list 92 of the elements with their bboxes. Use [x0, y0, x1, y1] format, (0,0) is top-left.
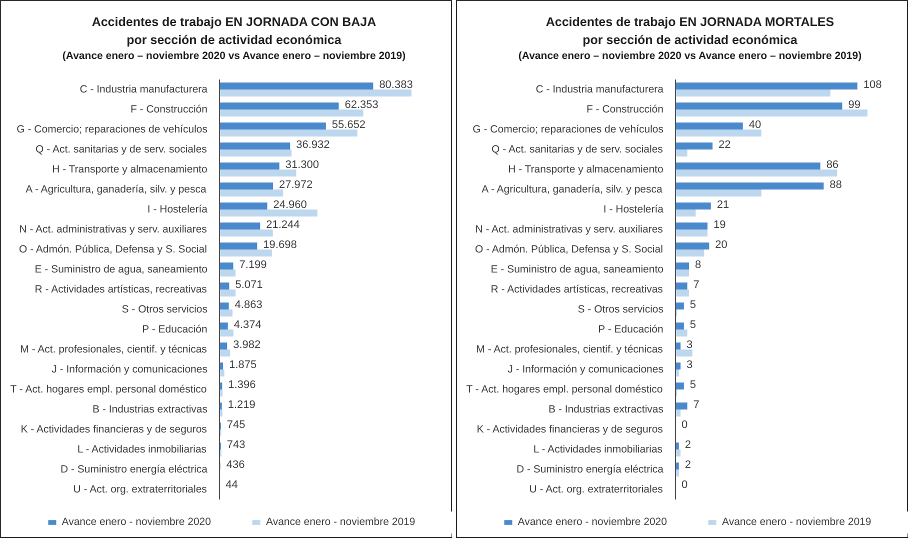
data-label: 7.199	[239, 259, 267, 272]
data-label: 21.244	[266, 219, 300, 232]
data-label: 19.698	[263, 239, 297, 252]
y-tick-label: I - Hostelería	[603, 204, 664, 216]
data-label: 5.071	[235, 279, 263, 292]
y-tick-label: H - Transporte y almacenamiento	[52, 164, 208, 176]
legend-label: Avance enero - noviembre 2019	[266, 516, 416, 528]
y-tick-label: R - Actividades artísticas, recreativas	[34, 284, 207, 296]
data-label: 2	[684, 459, 691, 472]
y-tick-label: S - Otros servicios	[578, 304, 664, 316]
y-tick-label: T - Act. hogares empl. personal doméstico	[10, 384, 207, 396]
data-label: 4.374	[234, 319, 262, 332]
data-label: 24.960	[273, 199, 307, 212]
data-label: 3	[686, 359, 693, 372]
y-tick-label: M - Act. profesionales, cientif. y técnicas	[20, 344, 207, 356]
y-tick-label: C - Industria manufacturera	[80, 84, 208, 96]
y-tick-label: N - Act. administrativas y serv. auxiliares	[19, 224, 207, 236]
y-tick-label: H - Transporte y almacenamiento	[508, 164, 664, 176]
y-tick-label: R - Actividades artísticas, recreativas	[490, 284, 663, 296]
data-label: 4.863	[234, 299, 262, 312]
y-tick-label: A - Agricultura, ganadería, silv. y pesca	[26, 184, 206, 196]
y-tick-label: L - Actividades inmobiliarias	[533, 444, 663, 456]
y-tick-label: G - Comercio; reparaciones de vehículos	[16, 124, 208, 136]
y-tick-label: A - Agricultura, ganadería, silv. y pesca	[482, 184, 662, 196]
data-label: 99	[848, 99, 860, 112]
data-label: 8	[694, 259, 702, 272]
data-label: 7	[693, 399, 700, 412]
y-tick-label: O - Admón. Pública, Defensa y S. Social	[474, 244, 663, 256]
data-label: 3.982	[233, 339, 261, 352]
data-label: 108	[863, 79, 882, 92]
data-label: 20	[715, 239, 728, 252]
y-tick-label: U - Act. org. extraterritoriales	[73, 484, 207, 496]
y-tick-label: S - Otros servicios	[122, 304, 208, 316]
y-tick-label: E - Suministro de agua, saneamiento	[34, 264, 208, 276]
data-label: 3	[686, 339, 693, 352]
data-label: 19	[713, 219, 726, 232]
y-tick-label: B - Industrias extractivas	[92, 404, 208, 416]
data-label: 22	[718, 139, 731, 152]
legend-label: Avance enero - noviembre 2020	[518, 516, 667, 528]
y-tick-label: T - Act. hogares empl. personal doméstico	[466, 384, 663, 396]
data-label: 31.300	[285, 159, 319, 172]
data-label: 5	[690, 299, 696, 312]
data-label: 0	[682, 419, 688, 432]
data-label: 88	[830, 179, 842, 192]
y-tick-label: D - Suministro energía eléctrica	[516, 464, 664, 476]
data-label: 80.383	[379, 79, 413, 92]
data-label: 7	[693, 279, 700, 292]
y-tick-label: C - Industria manufacturera	[536, 84, 664, 96]
chart-title: Accidentes de trabajo EN JORNADA CON BAJA por sección de actividad económica	[90, 14, 378, 50]
y-tick-label: U - Act. org. extraterritoriales	[529, 484, 663, 496]
data-label: 55.652	[332, 119, 366, 132]
y-tick-label: J - Información y comunicaciones	[508, 364, 664, 376]
y-tick-label: Q - Act. sanitarias y de serv. sociales	[36, 144, 207, 156]
y-tick-label: K - Actividades financieras y de seguros	[20, 424, 207, 436]
y-tick-label: N - Act. administrativas y serv. auxiliares	[475, 224, 663, 236]
data-label: 62.353	[344, 99, 378, 112]
y-tick-label: P - Educación	[142, 324, 208, 336]
y-tick-label: E - Suministro de agua, saneamiento	[490, 264, 664, 276]
y-tick-label: D - Suministro energía eléctrica	[60, 464, 208, 476]
y-tick-label: P - Educación	[598, 324, 664, 336]
data-label: 5	[690, 319, 696, 332]
data-label: 40	[748, 119, 762, 132]
data-label: 1.219	[228, 399, 256, 412]
y-tick-label: O - Admón. Pública, Defensa y S. Social	[18, 244, 207, 256]
legend-label: Avance enero - noviembre 2020	[62, 516, 211, 528]
chart-subtitle: (Avance enero – noviembre 2020 vs Avance enero – noviembre 2019)	[518, 49, 862, 64]
data-label: 86	[826, 159, 839, 172]
chart-title: Accidentes de trabajo EN JORNADA MORTALES por sección de actividad económica	[544, 14, 836, 50]
data-label: 21	[716, 199, 730, 212]
y-tick-label: B - Industrias extractivas	[548, 404, 664, 416]
data-label: 0	[682, 479, 688, 492]
y-tick-label: J - Información y comunicaciones	[52, 364, 208, 376]
y-tick-label: F - Construcción	[130, 104, 208, 116]
y-tick-label: L - Actividades inmobiliarias	[77, 444, 207, 456]
data-label: 1.875	[229, 359, 257, 372]
y-tick-label: F - Construcción	[586, 104, 664, 116]
chart-subtitle: (Avance enero – noviembre 2020 vs Avance enero – noviembre 2019)	[62, 49, 406, 64]
data-label: 745	[226, 419, 246, 432]
y-tick-label: G - Comercio; reparaciones de vehículos	[472, 124, 664, 136]
data-label: 1.396	[228, 379, 256, 392]
data-label: 743	[226, 439, 246, 452]
data-label: 5	[690, 379, 696, 392]
y-tick-label: K - Actividades financieras y de seguros	[476, 424, 663, 436]
data-label: 44	[226, 479, 238, 492]
y-tick-label: M - Act. profesionales, cientif. y técnicas	[476, 344, 663, 356]
data-label: 27.972	[278, 179, 313, 192]
data-label: 436	[226, 459, 245, 472]
data-label: 2	[684, 439, 691, 452]
y-tick-label: Q - Act. sanitarias y de serv. sociales	[492, 144, 663, 156]
data-label: 36.932	[296, 139, 330, 152]
legend-label: Avance enero - noviembre 2019	[722, 516, 872, 528]
y-tick-label: I - Hostelería	[147, 204, 208, 216]
